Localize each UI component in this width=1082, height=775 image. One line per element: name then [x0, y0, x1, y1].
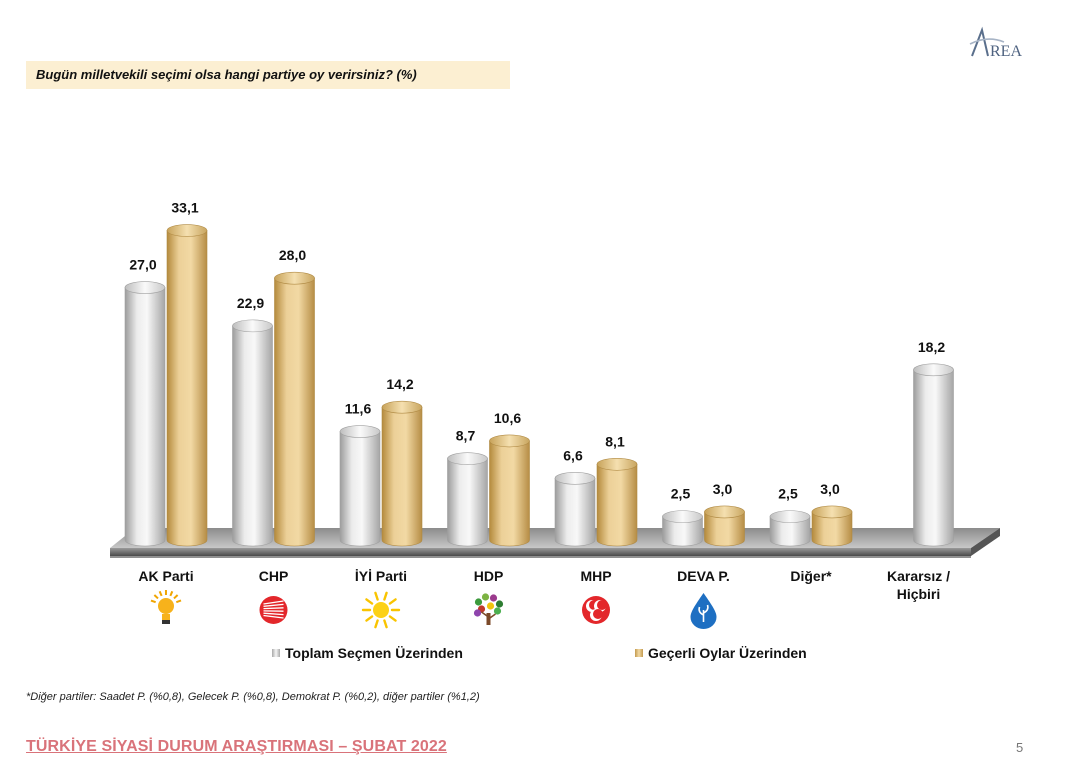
bar-total-0	[124, 281, 166, 547]
bar-valid-0	[166, 224, 208, 547]
category-label-4: MHP	[580, 568, 611, 584]
value-label-valid-4: 8,1	[605, 433, 625, 449]
value-label-valid-3: 10,6	[494, 410, 521, 426]
category-label-6: Diğer*	[790, 568, 832, 584]
category-label-2: İYİ Parti	[355, 568, 407, 584]
category-label-1: CHP	[259, 568, 289, 584]
bar-valid-4	[596, 457, 638, 547]
legend-item-valid: Geçerli Oylar Üzerinden	[635, 645, 807, 661]
lightbulb-icon	[150, 589, 182, 624]
legend-label-total: Toplam Seçmen Üzerinden	[285, 645, 463, 661]
value-label-total-5: 2,5	[671, 486, 691, 502]
area-logo: REA	[968, 26, 1048, 60]
bar-total-3	[447, 452, 488, 547]
bar-total-2	[339, 425, 381, 547]
value-label-total-0: 27,0	[129, 257, 156, 273]
bar-valid-6	[811, 505, 853, 547]
legend-swatch-total	[272, 649, 280, 657]
water-drop-icon	[690, 593, 717, 629]
bars-group	[124, 224, 954, 547]
value-label-valid-6: 3,0	[820, 481, 840, 497]
logo-text: REA	[990, 43, 1022, 60]
category-label-7: Kararsız / Hiçbiri	[887, 568, 950, 602]
six-arrows-icon	[259, 596, 288, 624]
crescents-icon	[582, 596, 610, 624]
footnote: *Diğer partiler: Saadet P. (%0,8), Gelec…	[26, 691, 480, 703]
category-labels-group: AK Parti CHP İYİ Parti HDP MHP DEVA P. Diğer* K…	[138, 568, 950, 602]
category-label-3: HDP	[474, 568, 504, 584]
bar-valid-1	[274, 271, 315, 547]
value-label-total-4: 6,6	[563, 447, 583, 463]
bar-total-5	[662, 510, 703, 547]
value-label-total-6: 2,5	[778, 486, 798, 502]
legend-label-valid: Geçerli Oylar Üzerinden	[648, 645, 807, 661]
value-label-valid-1: 28,0	[279, 247, 306, 263]
value-label-valid-5: 3,0	[713, 481, 733, 497]
bar-valid-3	[489, 434, 530, 547]
bar-total-6	[769, 510, 811, 547]
value-label-valid-0: 33,1	[171, 200, 198, 216]
value-label-total-2: 11,6	[345, 401, 372, 417]
value-label-total-3: 8,7	[456, 428, 476, 444]
bar-valid-5	[704, 505, 745, 547]
value-label-total-1: 22,9	[237, 295, 264, 311]
chart-legend: Toplam Seçmen Üzerinden Geçerli Oylar Üz…	[0, 645, 1082, 665]
value-label-valid-2: 14,2	[386, 376, 413, 392]
page-number: 5	[1016, 740, 1024, 755]
category-label-5: DEVA P.	[677, 568, 730, 584]
tree-icon	[473, 593, 504, 625]
chart-question-title: Bugün milletvekili seçimi olsa hangi par…	[26, 61, 510, 89]
bar-total-4	[554, 471, 596, 547]
category-label-0: AK Parti	[138, 568, 193, 584]
bar-valid-2	[381, 400, 423, 547]
value-labels-group: 27,0 33,1 22,9 28,0 11,6 14,2 8,7 10,6 6,6 8,1 2,5…	[129, 200, 945, 502]
party-icons-group	[150, 589, 717, 629]
bar-total-7	[913, 363, 954, 547]
bar-chart: 27,0 33,1 22,9 28,0 11,6 14,2 8,7 10,6 6,6 8,1 2,5…	[110, 200, 1000, 629]
bar-total-1	[232, 319, 273, 547]
sun-icon	[361, 591, 401, 629]
legend-item-total: Toplam Seçmen Üzerinden	[272, 645, 463, 661]
legend-swatch-valid	[635, 649, 643, 657]
footer-survey-title: TÜRKİYE SİYASİ DURUM ARAŞTIRMASI – ŞUBAT…	[26, 738, 447, 755]
value-label-total-7: 18,2	[918, 339, 945, 355]
